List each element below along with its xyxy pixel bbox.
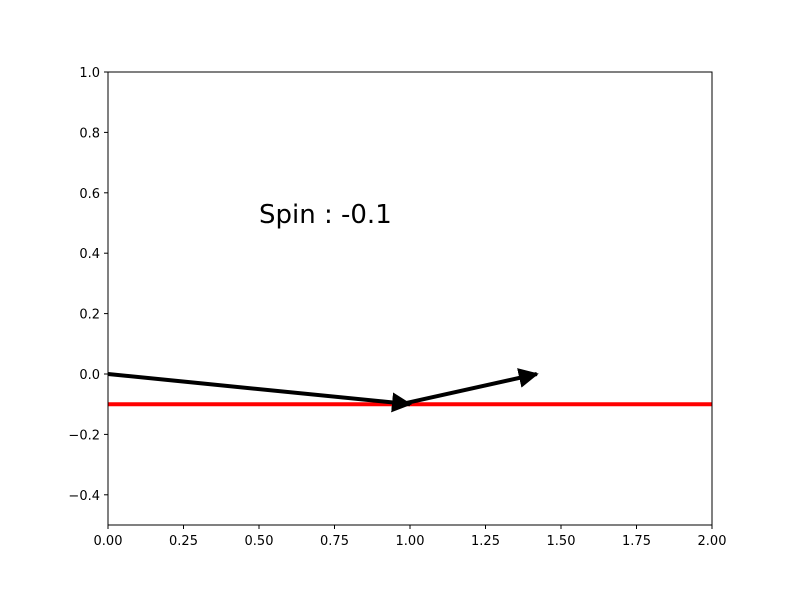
y-tick-label-7: 1.0: [79, 66, 100, 81]
x-tick-label-5: 1.25: [471, 534, 500, 549]
x-axis-ticks: 0.00 0.25 0.50 0.75 1.00 1.25 1.50 1.75 2.00: [94, 525, 727, 549]
y-tick-label-4: 0.4: [79, 247, 100, 262]
x-tick-label-3: 0.75: [320, 534, 349, 549]
y-tick-label-2: 0.0: [79, 368, 100, 383]
plot-background: [108, 72, 712, 525]
x-tick-label-0: 0.00: [94, 534, 123, 549]
spin-annotation: Spin : -0.1: [259, 200, 392, 230]
x-tick-label-1: 0.25: [169, 534, 198, 549]
x-tick-label-6: 1.50: [547, 534, 576, 549]
y-tick-label-1: −0.2: [68, 428, 100, 443]
x-tick-label-8: 2.00: [698, 534, 727, 549]
y-tick-label-0: −0.4: [68, 489, 100, 504]
vector-arrow-1: [400, 368, 539, 407]
arrow-layer: [107, 368, 539, 413]
vector-arrow-0: [107, 372, 412, 413]
y-axis-ticks: −0.4 −0.2 0.0 0.2 0.4 0.6 0.8 1.0: [68, 66, 108, 504]
x-tick-label-2: 0.50: [245, 534, 274, 549]
x-tick-label-4: 1.00: [396, 534, 425, 549]
y-tick-label-5: 0.6: [79, 187, 100, 202]
x-tick-label-7: 1.75: [622, 534, 651, 549]
y-tick-label-6: 0.8: [79, 126, 100, 141]
y-tick-label-3: 0.2: [79, 308, 100, 323]
